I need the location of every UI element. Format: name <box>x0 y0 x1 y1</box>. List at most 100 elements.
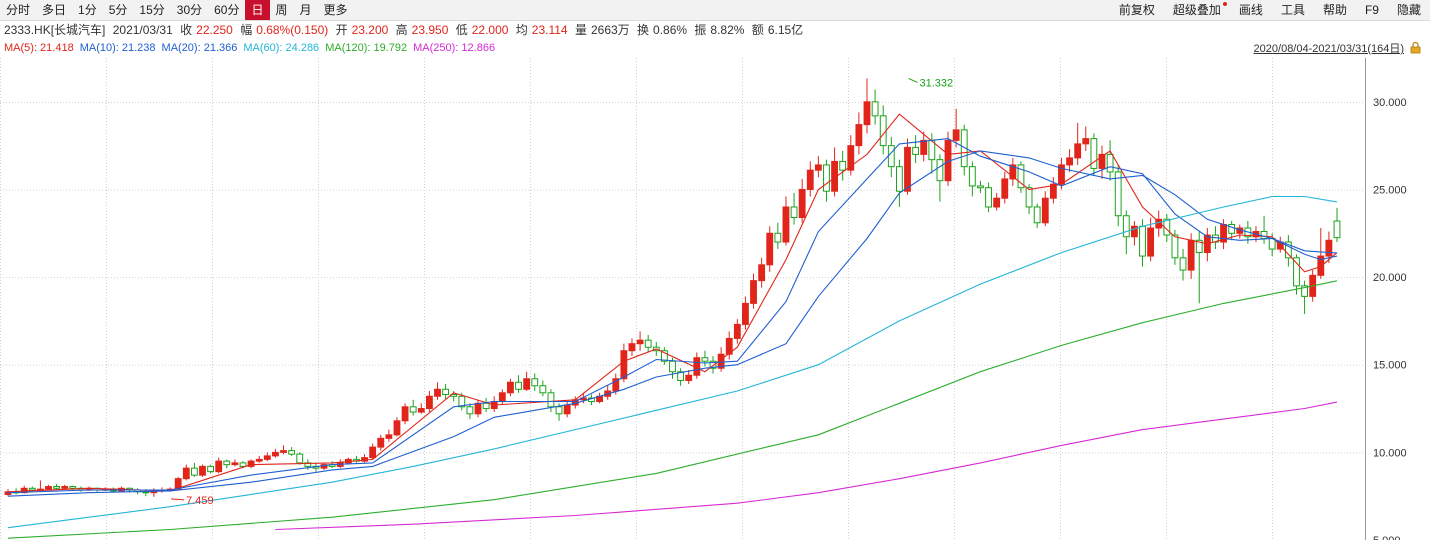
candle-body <box>1114 171 1122 217</box>
notification-dot-icon <box>1222 2 1227 6</box>
tab-0[interactable]: 分时 <box>6 3 31 17</box>
menu-item-0[interactable]: 前复权 <box>1110 0 1164 20</box>
candle-body <box>401 406 409 422</box>
candle-body <box>1066 157 1073 166</box>
candle-body <box>628 343 636 352</box>
menu-item-label: 工具 <box>1280 3 1305 17</box>
candle-body <box>417 408 425 413</box>
candle-body <box>798 188 806 218</box>
amplitude-label: 振 <box>694 23 707 37</box>
candle-body <box>960 129 968 168</box>
candle-body <box>920 139 928 155</box>
candle-body <box>1147 227 1155 257</box>
menu-item-label: 画线 <box>1238 3 1263 17</box>
high-label: 高 <box>395 23 408 37</box>
tab-3[interactable]: 5分 <box>108 3 128 17</box>
candle-body <box>1130 225 1138 238</box>
candle-body <box>879 115 887 147</box>
stock-code: 2333.HK[长城汽车] <box>4 23 106 37</box>
candle-body <box>701 357 709 362</box>
amount-value: 6.15亿 <box>767 23 804 37</box>
tab-4[interactable]: 15分 <box>139 3 165 17</box>
y-tick-label: 10.000 <box>1373 447 1407 459</box>
menu-item-label: 超级叠加 <box>1172 3 1221 17</box>
turnover-value: 0.86% <box>653 23 688 37</box>
candle-body <box>1171 234 1179 259</box>
annotation-pointer <box>908 78 918 83</box>
ma-legend-item: MA(20): 21.366 <box>161 42 238 54</box>
y-tick-label: 30.000 <box>1373 97 1407 109</box>
candle-body <box>255 458 263 462</box>
candle-body <box>182 467 190 480</box>
candle-body <box>231 462 239 466</box>
lock-icon[interactable] <box>1409 41 1422 54</box>
candle-body <box>507 381 514 394</box>
menu-item-2[interactable]: 画线 <box>1230 0 1272 20</box>
candle-body <box>1325 239 1333 257</box>
menu-item-5[interactable]: F9 <box>1356 0 1388 20</box>
tab-10[interactable]: 更多 <box>323 3 348 17</box>
tab-6[interactable]: 60分 <box>214 3 240 17</box>
candle-body <box>199 465 206 476</box>
candle-body <box>1260 231 1268 240</box>
menu-item-1[interactable]: 超级叠加 <box>1164 0 1230 20</box>
change-value: 0.68%(0.150) <box>256 23 329 37</box>
candle-body <box>207 465 215 473</box>
candle-body <box>985 187 992 208</box>
candle-body <box>263 455 271 460</box>
candle-body <box>458 395 466 408</box>
ma-legend-item: MA(10): 21.238 <box>79 42 156 54</box>
tab-7[interactable]: 日 <box>245 0 270 20</box>
amount-label: 额 <box>751 23 764 37</box>
date-range[interactable]: 2020/08/04-2021/03/31(164日) <box>1253 43 1404 55</box>
candle-body <box>863 101 871 126</box>
candle-body <box>871 101 879 117</box>
candle-body <box>1195 239 1203 254</box>
candle-body <box>742 302 749 325</box>
candle-body <box>1074 143 1082 159</box>
ma-line <box>275 401 1338 531</box>
quote-bar: 2333.HK[长城汽车] 2021/03/31 收 22.250 幅 0.68%(… <box>4 21 807 39</box>
candle-body <box>887 145 895 168</box>
menu-item-3[interactable]: 工具 <box>1272 0 1314 20</box>
close-value: 22.250 <box>196 23 233 37</box>
ma-legend-item: MA(120): 19.792 <box>325 42 408 54</box>
turnover-label: 换 <box>637 23 650 37</box>
candle-body <box>1179 257 1187 271</box>
tab-5[interactable]: 30分 <box>176 3 203 17</box>
candle-body <box>636 339 644 345</box>
tab-8[interactable]: 周 <box>275 3 288 17</box>
candle-body <box>814 164 822 171</box>
candle-body <box>425 395 433 410</box>
candle-body <box>774 232 782 243</box>
candle-body <box>855 124 863 147</box>
candle-body <box>993 197 1001 208</box>
candle-body <box>758 264 766 282</box>
menu-item-4[interactable]: 帮助 <box>1314 0 1356 20</box>
ma-legend-item: MA(60): 24.286 <box>243 42 320 54</box>
candle-body <box>669 360 676 373</box>
candle-body <box>369 446 377 459</box>
candle-body <box>1293 257 1300 287</box>
candle-body <box>1301 285 1309 297</box>
candle-body <box>223 460 231 466</box>
candle-body <box>45 486 52 490</box>
candle-body <box>288 450 296 455</box>
candle-body <box>895 166 903 192</box>
tab-9[interactable]: 月 <box>299 3 312 17</box>
quote-date: 2021/03/31 <box>112 23 173 37</box>
candle-body <box>239 462 247 467</box>
tab-1[interactable]: 多日 <box>42 3 67 17</box>
menu-item-6[interactable]: 隐藏 <box>1388 0 1430 20</box>
ma-line <box>7 138 1338 494</box>
candle-body <box>1001 178 1009 199</box>
candle-body <box>1139 225 1146 257</box>
ma-line <box>7 113 1338 493</box>
tab-2[interactable]: 1分 <box>78 3 97 17</box>
candle-body <box>839 160 847 171</box>
candle-body <box>936 159 944 182</box>
candle-body <box>847 145 855 171</box>
kline-chart[interactable]: 5.000 10.000 15.000 20.000 25.000 30.000 7.459… <box>0 58 1430 540</box>
candle-body <box>215 460 223 473</box>
candle-body <box>523 378 531 390</box>
